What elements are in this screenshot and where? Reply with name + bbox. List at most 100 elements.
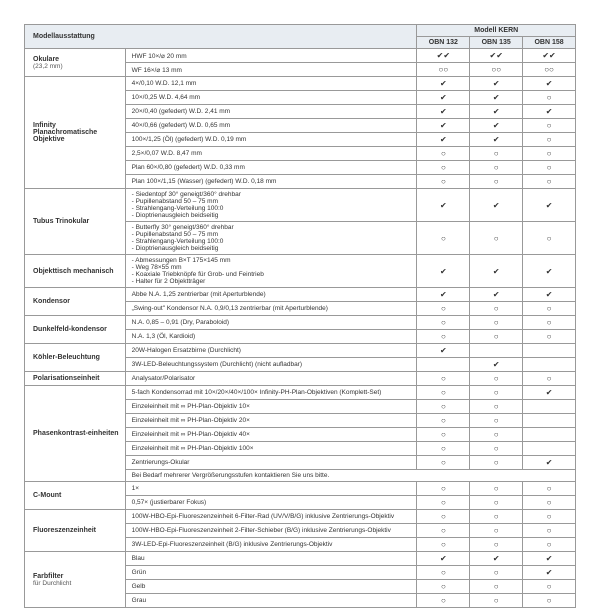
- description-cell: Plan 60×/0,80 (gefedert) W.D. 0,33 mm: [125, 161, 417, 175]
- value-cell: ○: [470, 482, 523, 496]
- table-row: KondensorAbbe N.A. 1,25 zentrierbar (mit…: [25, 288, 576, 302]
- value-cell: ○: [523, 175, 576, 189]
- category-cell: Objekttisch mechanisch: [25, 255, 126, 288]
- value-cell: ✔: [470, 189, 523, 222]
- value-cell: ✔: [523, 105, 576, 119]
- value-cell: ○: [470, 386, 523, 400]
- table-row: C-Mount1×○○○: [25, 482, 576, 496]
- value-cell: ○: [417, 330, 470, 344]
- value-cell: ○: [470, 302, 523, 316]
- table-row: Dunkelfeld-kondensorN.A. 0,85 – 0,91 (Dr…: [25, 316, 576, 330]
- value-cell: ✔: [523, 189, 576, 222]
- description-cell: 100×/1,25 (Öl) (gefedert) W.D. 0,19 mm: [125, 133, 417, 147]
- value-cell: ✔: [417, 189, 470, 222]
- value-cell: ✔: [470, 77, 523, 91]
- value-cell: ○: [523, 161, 576, 175]
- description-cell: 3W-LED-Epi-Fluoreszenzeinheit (B/G) inkl…: [125, 538, 417, 552]
- value-cell: ○: [470, 456, 523, 470]
- value-cell: ✔: [417, 344, 470, 358]
- category-cell: Infinity Planachromatische Objektive: [25, 77, 126, 189]
- value-cell: ○: [417, 414, 470, 428]
- value-cell: ○: [523, 302, 576, 316]
- value-cell: ○: [417, 316, 470, 330]
- value-cell: ✔: [417, 119, 470, 133]
- description-cell: Analysator/Polarisator: [125, 372, 417, 386]
- value-cell: ○: [523, 510, 576, 524]
- value-cell: ○: [470, 372, 523, 386]
- value-cell: ✔: [523, 288, 576, 302]
- description-cell: 4×/0,10 W.D. 12,1 mm: [125, 77, 417, 91]
- value-cell: ○: [523, 496, 576, 510]
- value-cell: ○: [417, 302, 470, 316]
- value-cell: ✔: [417, 77, 470, 91]
- value-cell: ✔✔: [470, 49, 523, 63]
- category-cell: Farbfilterfür Durchlicht: [25, 552, 126, 608]
- category-cell: Tubus Trinokular: [25, 189, 126, 255]
- description-cell: 20W-Halogen Ersatzbirne (Durchlicht): [125, 344, 417, 358]
- header-kern: Modell KERN: [417, 25, 576, 37]
- value-cell: ○: [417, 594, 470, 608]
- value-cell: ○: [417, 580, 470, 594]
- description-cell: HWF 10×/⌀ 20 mm: [125, 49, 417, 63]
- table-header: Modellausstattung Modell KERN OBN 132OBN…: [25, 25, 576, 49]
- model-header: OBN 132: [417, 37, 470, 49]
- value-cell: ○: [417, 538, 470, 552]
- table-row: Tubus Trinokular- Siedentopf 30° geneigt…: [25, 189, 576, 222]
- value-cell: ○: [470, 524, 523, 538]
- description-cell: Einzeleinheit mit ∞ PH-Plan-Objektiv 20×: [125, 414, 417, 428]
- value-cell: ○○: [417, 63, 470, 77]
- value-cell: ✔✔: [417, 49, 470, 63]
- value-cell: ○: [470, 510, 523, 524]
- value-cell: ✔: [470, 552, 523, 566]
- value-cell: [523, 358, 576, 372]
- value-cell: ○: [523, 330, 576, 344]
- description-cell: „Swing-out" Kondensor N.A. 0,9/0,13 zent…: [125, 302, 417, 316]
- value-cell: ✔: [470, 255, 523, 288]
- description-cell: 10×/0,25 W.D. 4,64 mm: [125, 91, 417, 105]
- value-cell: ○: [523, 316, 576, 330]
- value-cell: ○: [417, 524, 470, 538]
- value-cell: ✔: [470, 119, 523, 133]
- header-left: Modellausstattung: [25, 25, 417, 49]
- value-cell: ✔: [470, 91, 523, 105]
- value-cell: [523, 400, 576, 414]
- value-cell: ○: [470, 580, 523, 594]
- value-cell: ○: [470, 428, 523, 442]
- value-cell: ✔: [417, 91, 470, 105]
- description-cell: Gelb: [125, 580, 417, 594]
- description-cell: - Butterfly 30° geneigt/360° drehbar- Pu…: [125, 222, 417, 255]
- value-cell: ○: [417, 372, 470, 386]
- value-cell: ○: [417, 510, 470, 524]
- model-header: OBN 135: [470, 37, 523, 49]
- value-cell: ✔: [523, 552, 576, 566]
- value-cell: ○: [417, 456, 470, 470]
- table-row: Okulare(23,2 mm)HWF 10×/⌀ 20 mm✔✔✔✔✔✔: [25, 49, 576, 63]
- value-cell: ○: [470, 594, 523, 608]
- value-cell: ✔: [417, 255, 470, 288]
- description-cell: N.A. 0,85 – 0,91 (Dry, Paraboloid): [125, 316, 417, 330]
- value-cell: ○: [523, 580, 576, 594]
- value-cell: ○: [470, 222, 523, 255]
- category-cell: C-Mount: [25, 482, 126, 510]
- description-cell: Einzeleinheit mit ∞ PH-Plan-Objektiv 10×: [125, 400, 417, 414]
- value-cell: ○: [523, 91, 576, 105]
- description-cell: 2,5×/0,07 W.D. 8,47 mm: [125, 147, 417, 161]
- description-cell: Blau: [125, 552, 417, 566]
- value-cell: ○: [523, 538, 576, 552]
- category-cell: Köhler-Beleuchtung: [25, 344, 126, 372]
- description-cell: 3W-LED-Beleuchtungssystem (Durchlicht) (…: [125, 358, 417, 372]
- value-cell: ○: [417, 386, 470, 400]
- table-row: PolarisationseinheitAnalysator/Polarisat…: [25, 372, 576, 386]
- value-cell: ✔: [470, 358, 523, 372]
- value-cell: [417, 358, 470, 372]
- description-cell: Zentrierungs-Okular: [125, 456, 417, 470]
- value-cell: ○: [470, 147, 523, 161]
- description-cell: Einzeleinheit mit ∞ PH-Plan-Objektiv 40×: [125, 428, 417, 442]
- description-cell: 40×/0,66 (gefedert) W.D. 0,65 mm: [125, 119, 417, 133]
- table-row: Infinity Planachromatische Objektive4×/0…: [25, 77, 576, 91]
- value-cell: ○: [417, 442, 470, 456]
- table-row: Objekttisch mechanisch- Abmessungen B×T …: [25, 255, 576, 288]
- value-cell: ○: [470, 566, 523, 580]
- description-cell: WF 16×/⌀ 13 mm: [125, 63, 417, 77]
- value-cell: ✔: [470, 288, 523, 302]
